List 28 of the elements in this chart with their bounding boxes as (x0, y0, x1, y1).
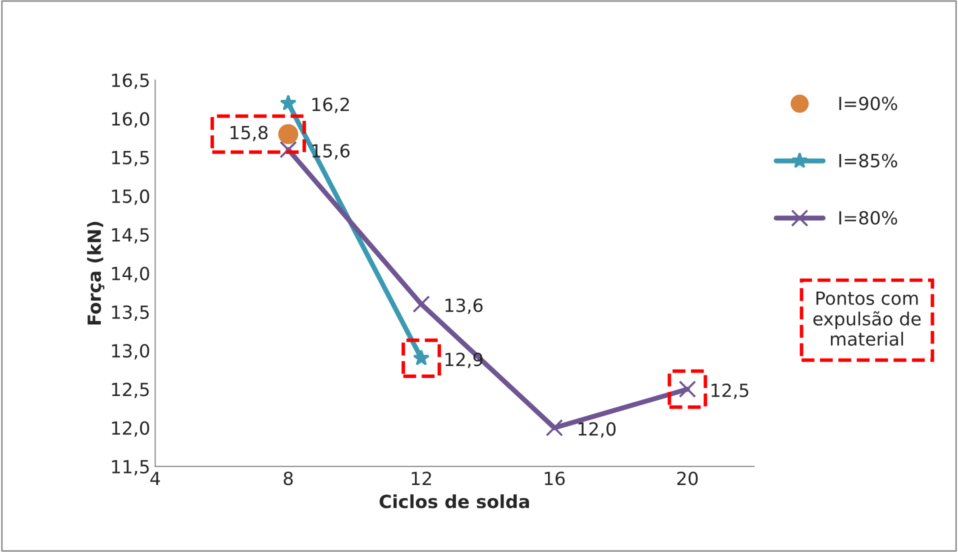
data-label: 16,2 (312, 98, 349, 114)
y-tick-label: 15,5 (112, 151, 149, 166)
data-label: 12,0 (578, 422, 616, 438)
y-tick-label: 16,5 (112, 74, 149, 89)
x-tick-label: 4 (150, 472, 160, 486)
legend-label: I=80% (839, 211, 898, 225)
x-tick-label: 20 (677, 472, 698, 486)
y-tick-label: 12,5 (112, 382, 149, 398)
y-tick-label: 14,0 (112, 266, 150, 282)
x-axis-title: Ciclos de solda (380, 494, 529, 508)
y-tick-label: 12,0 (112, 421, 150, 437)
data-label: 13,6 (446, 298, 483, 314)
legend-label: I=85% (839, 154, 898, 168)
x-tick-label: 8 (284, 472, 293, 486)
y-tick-label: 11,5 (112, 460, 149, 476)
x-tick-label: 16 (544, 472, 565, 486)
text: Pontos com expulsão de material (813, 292, 921, 346)
y-tick-label: 13,5 (112, 305, 149, 321)
y-axis-title: Força (kN) (87, 222, 104, 324)
legend-label: I=90% (839, 96, 898, 110)
y-tick-label: 13,0 (112, 344, 150, 360)
data-label: 15,8 (230, 126, 268, 142)
y-tick-label: 14,5 (112, 228, 149, 244)
data-label: 12,5 (712, 384, 748, 400)
x-tick-label: 12 (412, 472, 431, 486)
data-label: 12,9 (446, 352, 482, 368)
y-tick-label: 15,0 (112, 189, 150, 205)
y-tick-label: 16,0 (112, 112, 150, 128)
